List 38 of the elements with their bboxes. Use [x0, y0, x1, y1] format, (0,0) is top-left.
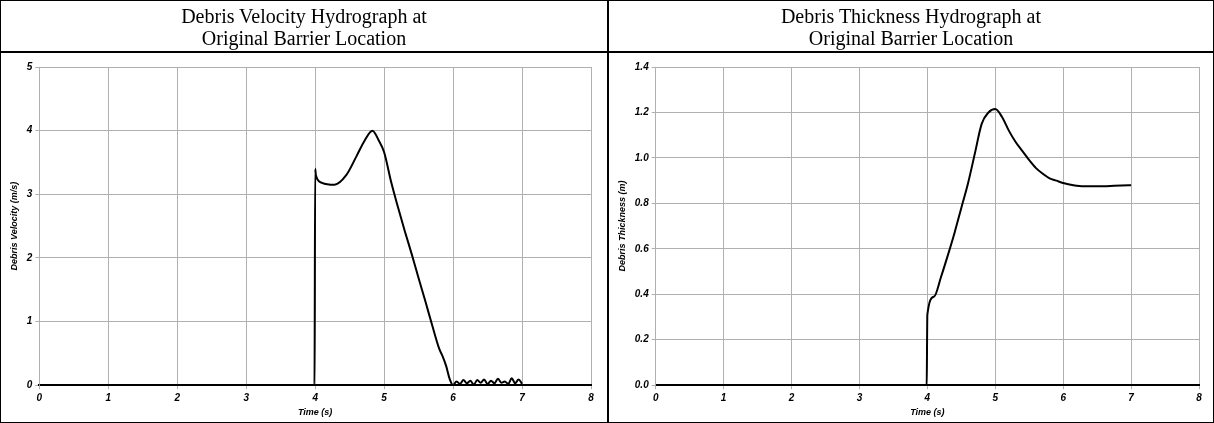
y-tick-label: 2: [25, 251, 33, 263]
y-tick-label: 0.0: [634, 378, 650, 390]
x-tick-label: 7: [1128, 391, 1135, 403]
chart-title: Debris Velocity Hydrograph at Original Barrier Location: [1, 1, 607, 53]
x-tick-label: 1: [720, 391, 727, 403]
x-tick-label: 5: [992, 391, 999, 403]
y-tick-label: 1.2: [634, 106, 650, 118]
x-tick-label: 1: [105, 391, 112, 403]
y-tick-label: 0.4: [634, 288, 650, 300]
x-axis-title: Time (s): [910, 407, 945, 418]
x-tick-label: 0: [36, 391, 43, 403]
y-tick-label: 0: [26, 378, 33, 390]
x-tick-label: 6: [450, 391, 457, 403]
y-tick-label: 3: [26, 188, 33, 200]
y-tick-label: 0.6: [634, 242, 650, 254]
x-tick-label: 7: [519, 391, 526, 403]
y-tick-label: 4: [25, 124, 33, 136]
x-tick-label: 8: [1196, 391, 1203, 403]
chart-title: Debris Thickness Hydrograph at Original Barrier Location: [609, 1, 1213, 53]
x-tick-label: 5: [381, 391, 388, 403]
y-tick-label: 1: [26, 315, 33, 327]
y-tick-label: 1.0: [634, 151, 650, 163]
x-tick-label: 4: [311, 391, 319, 403]
x-tick-label: 2: [787, 391, 795, 403]
x-tick-label: 8: [588, 391, 595, 403]
x-tick-label: 3: [243, 391, 250, 403]
y-axis-title: Debris Velocity (m/s): [8, 181, 19, 271]
x-axis-title: Time (s): [298, 407, 333, 418]
x-tick-label: 3: [856, 391, 863, 403]
y-tick-label: 0.2: [634, 333, 650, 345]
y-axis-title: Debris Thickness (m): [616, 180, 627, 272]
x-tick-label: 4: [923, 391, 931, 403]
x-tick-label: 2: [173, 391, 181, 403]
y-tick-label: 1.4: [634, 60, 650, 72]
y-tick-label: 5: [26, 60, 33, 72]
x-tick-label: 6: [1060, 391, 1067, 403]
x-tick-label: 0: [652, 391, 659, 403]
y-tick-label: 0.8: [634, 197, 650, 209]
